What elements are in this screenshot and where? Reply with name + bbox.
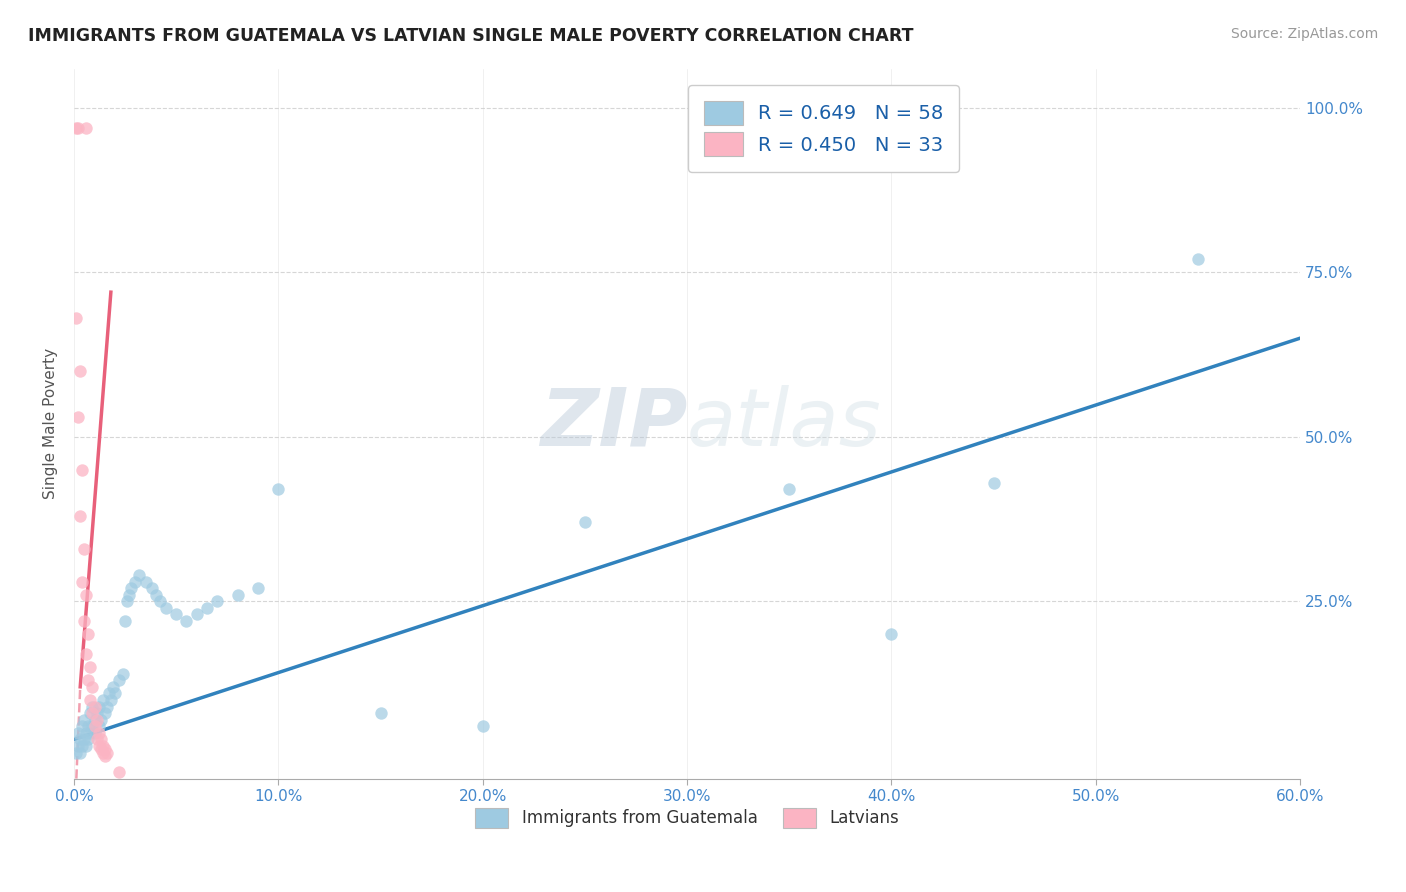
Point [226,588,249,602]
Point [83,719,105,733]
Point [101,680,124,694]
Point [72,739,94,753]
Text: IMMIGRANTS FROM GUATEMALA VS LATVIAN SINGLE MALE POVERTY CORRELATION CHART: IMMIGRANTS FROM GUATEMALA VS LATVIAN SIN… [28,27,914,45]
Point [574,516,596,530]
Point [79,726,101,740]
Text: Source: ZipAtlas.com: Source: ZipAtlas.com [1230,27,1378,41]
Point [73,541,96,556]
Point [67,120,90,135]
Point [65,746,87,760]
Text: atlas: atlas [688,384,882,463]
Point [93,748,115,763]
Point [69,508,91,523]
Point [87,699,110,714]
Point [108,673,131,688]
Point [79,693,101,707]
Point [77,732,100,747]
Point [195,600,218,615]
Point [67,739,90,753]
Point [100,693,122,707]
Point [73,713,96,727]
Point [82,719,104,733]
Point [112,666,135,681]
Point [83,699,105,714]
Point [205,594,228,608]
Point [65,311,87,326]
Point [82,706,104,720]
Point [267,483,290,497]
Point [91,746,114,760]
Point [96,746,118,760]
Point [135,574,157,589]
Point [186,607,208,622]
Point [880,627,903,641]
Point [87,719,110,733]
Point [91,693,114,707]
Point [65,120,87,135]
Point [83,713,105,727]
Point [72,719,94,733]
Point [370,706,392,720]
Point [90,713,112,727]
Point [67,410,90,425]
Point [87,726,110,740]
Point [73,732,96,747]
Point [97,686,120,700]
Point [108,765,131,780]
Point [73,614,96,628]
Point [246,581,269,595]
Point [72,574,94,589]
Point [69,732,91,747]
Point [69,364,91,378]
Legend: Immigrants from Guatemala, Latvians: Immigrants from Guatemala, Latvians [468,801,905,835]
Point [149,594,172,608]
Point [90,742,112,756]
Point [75,120,97,135]
Text: ZIP: ZIP [540,384,688,463]
Point [124,574,146,589]
Point [1187,252,1209,267]
Point [79,660,101,674]
Point [72,463,94,477]
Point [104,686,127,700]
Point [77,673,100,688]
Point [86,706,108,720]
Point [82,680,104,694]
Point [83,726,105,740]
Point [176,614,198,628]
Point [91,739,114,753]
Point [115,594,138,608]
Point [96,699,118,714]
Point [69,746,91,760]
Y-axis label: Single Male Poverty: Single Male Poverty [44,348,58,500]
Point [87,739,110,753]
Point [77,719,100,733]
Point [114,614,136,628]
Point [120,581,142,595]
Point [118,588,141,602]
Point [67,726,90,740]
Point [93,706,115,720]
Point [145,588,167,602]
Point [165,607,187,622]
Point [79,706,101,720]
Point [141,581,163,595]
Point [778,483,800,497]
Point [75,739,97,753]
Point [471,719,494,733]
Point [75,726,97,740]
Point [77,627,100,641]
Point [155,600,177,615]
Point [86,732,108,747]
Point [128,568,150,582]
Point [75,588,97,602]
Point [983,475,1005,490]
Point [90,732,112,747]
Point [93,742,115,756]
Point [75,647,97,661]
Point [82,699,104,714]
Point [86,713,108,727]
